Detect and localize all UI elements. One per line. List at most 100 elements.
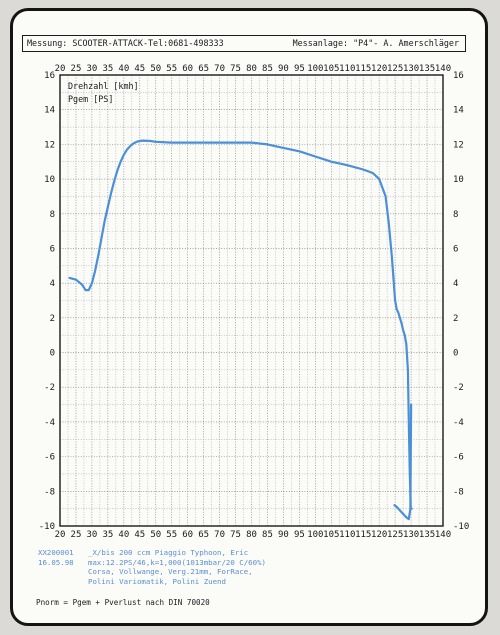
header-left: Messung: SCOOTER-ATTACK-Tel:0681-498333 [27, 38, 224, 48]
x-tick-label-top: 110 [339, 64, 355, 74]
x-tick-label-top: 120 [371, 64, 387, 74]
x-tick-label-bottom: 20 [55, 530, 66, 540]
x-tick-label-top: 35 [102, 64, 113, 74]
y-tick-label-left: 10 [44, 175, 55, 185]
y-tick-label-right: -2 [453, 383, 464, 393]
paper-sheet [10, 8, 488, 626]
info-id: XX200001 [38, 548, 74, 557]
x-tick-label-bottom: 60 [182, 530, 193, 540]
x-tick-label-top: 115 [355, 64, 371, 74]
x-tick-label-bottom: 55 [166, 530, 177, 540]
x-tick-label-bottom: 125 [387, 530, 403, 540]
y-tick-label-right: 4 [453, 279, 458, 289]
x-tick-label-top: 45 [134, 64, 145, 74]
y-tick-label-right: -6 [453, 453, 464, 463]
info-setup-1: Corsa, Vollwange, Verg.21mm, ForRace, [88, 567, 253, 577]
info-setup-2: Polini Variomatik, Polini Zuend [88, 576, 226, 586]
measurement-header: Messung: SCOOTER-ATTACK-Tel:0681-498333 … [22, 35, 466, 52]
series-line-pgem-tail [393, 403, 413, 521]
x-tick-label-top: 90 [278, 64, 289, 74]
x-tick-label-top: 130 [403, 64, 419, 74]
x-tick-label-bottom: 115 [355, 530, 371, 540]
x-tick-label-bottom: 140 [435, 530, 451, 540]
footer-note: Pnorm = Pgem + Pverlust nach DIN 70020 [36, 598, 210, 607]
y-tick-label-right: 6 [453, 244, 458, 254]
x-tick-label-top: 60 [182, 64, 193, 74]
chart-frame [59, 74, 444, 527]
x-tick-label-bottom: 45 [134, 530, 145, 540]
x-tick-labels-bottom: 20 25 30 35 40 45 50 55 60 65 70 75 80 85 90 95 100 105 11… [55, 530, 452, 540]
x-tick-label-top: 80 [246, 64, 257, 74]
x-tick-label-top: 65 [198, 64, 209, 74]
y-tick-label-right: -10 [453, 522, 469, 532]
x-tick-label-top: 20 [55, 64, 66, 74]
x-tick-label-bottom: 135 [419, 530, 435, 540]
x-tick-label-bottom: 70 [214, 530, 225, 540]
info-max: max:12.2PS/46,k=1,000(1013mbar/20 C/60%) [88, 557, 266, 567]
y-tick-labels-right: -10 -8 -6 -4 -2 0 2 4 6 8 10 12 14 16 [453, 71, 469, 532]
y-tick-label-left: 12 [44, 140, 55, 150]
y-tick-label-right: 0 [453, 349, 458, 359]
y-tick-label-right: -4 [453, 418, 464, 428]
x-tick-label-bottom: 50 [150, 530, 161, 540]
x-tick-label-top: 50 [150, 64, 161, 74]
x-tick-label-bottom: 65 [198, 530, 209, 540]
series-line-pgem [68, 139, 413, 510]
x-tick-label-bottom: 105 [323, 530, 339, 540]
y-tick-label-left: 4 [50, 279, 55, 289]
x-tick-label-bottom: 100 [307, 530, 323, 540]
x-tick-label-bottom: 90 [278, 530, 289, 540]
info-date: 16.05.98 [38, 557, 74, 567]
legend-label: Pgem [PS] [68, 94, 113, 104]
header-right: Messanlage: "P4"- A. Amerschläger [292, 38, 459, 48]
y-tick-label-left: -10 [39, 522, 55, 532]
x-tick-labels-top: 20 25 30 35 40 45 50 55 60 65 70 75 80 85 90 95 100 105 11… [55, 64, 452, 74]
x-tick-label-bottom: 120 [371, 530, 387, 540]
x-tick-label-top: 85 [262, 64, 273, 74]
y-tick-label-left: -4 [44, 418, 55, 428]
x-tick-label-bottom: 95 [294, 530, 305, 540]
y-tick-label-left: 8 [50, 210, 55, 220]
x-tick-label-top: 140 [435, 64, 451, 74]
x-tick-label-top: 125 [387, 64, 403, 74]
plot-frame [59, 74, 444, 527]
y-tick-label-right: 12 [453, 140, 464, 150]
x-tick-label-bottom: 25 [71, 530, 82, 540]
x-tick-label-top: 25 [71, 64, 82, 74]
y-tick-label-right: 10 [453, 175, 464, 185]
y-tick-label-left: 16 [44, 71, 55, 81]
y-tick-label-left: -8 [44, 487, 55, 497]
x-tick-label-top: 30 [86, 64, 97, 74]
y-tick-label-left: -6 [44, 453, 55, 463]
y-tick-label-right: -8 [453, 487, 464, 497]
chart-series [68, 139, 413, 521]
x-tick-label-top: 135 [419, 64, 435, 74]
x-tick-label-top: 100 [307, 64, 323, 74]
y-tick-label-left: -2 [44, 383, 55, 393]
y-tick-label-right: 2 [453, 314, 458, 324]
x-tick-label-bottom: 80 [246, 530, 257, 540]
test-info-block: XX200001 _X/bis 200 ccm Piaggio Typhoon, … [38, 548, 338, 586]
x-tick-label-top: 40 [118, 64, 129, 74]
x-tick-label-bottom: 85 [262, 530, 273, 540]
y-tick-label-left: 0 [50, 349, 55, 359]
x-tick-label-bottom: 75 [230, 530, 241, 540]
x-tick-label-bottom: 35 [102, 530, 113, 540]
y-tick-label-right: 16 [453, 71, 464, 81]
y-tick-label-left: 14 [44, 106, 55, 116]
info-vehicle: _X/bis 200 ccm Piaggio Typhoon, Eric [88, 548, 249, 557]
chart-legend: Drehzahl [kmh] Pgem [PS] [68, 81, 139, 104]
x-tick-label-top: 95 [294, 64, 305, 74]
y-tick-label-left: 2 [50, 314, 55, 324]
x-tick-label-top: 105 [323, 64, 339, 74]
legend-label: Drehzahl [kmh] [68, 81, 139, 91]
x-tick-label-top: 75 [230, 64, 241, 74]
y-tick-label-left: 6 [50, 244, 55, 254]
x-tick-label-top: 55 [166, 64, 177, 74]
x-tick-label-bottom: 110 [339, 530, 355, 540]
y-tick-label-right: 14 [453, 106, 464, 116]
x-tick-label-bottom: 40 [118, 530, 129, 540]
x-tick-label-bottom: 30 [86, 530, 97, 540]
x-tick-label-bottom: 130 [403, 530, 419, 540]
